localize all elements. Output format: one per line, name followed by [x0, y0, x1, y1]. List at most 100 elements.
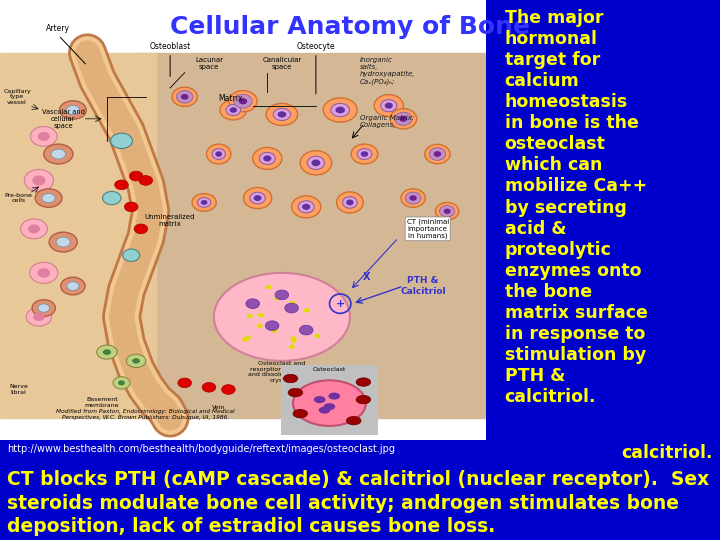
Ellipse shape [229, 91, 257, 112]
Ellipse shape [178, 378, 192, 388]
Ellipse shape [44, 144, 73, 164]
Ellipse shape [96, 345, 117, 359]
Ellipse shape [33, 313, 45, 321]
Ellipse shape [266, 285, 271, 289]
Text: Vascular and
cellular
space: Vascular and cellular space [42, 109, 85, 129]
Text: calcitriol.: calcitriol. [621, 444, 713, 462]
Ellipse shape [439, 206, 455, 217]
Ellipse shape [331, 103, 349, 117]
Ellipse shape [400, 116, 408, 122]
Ellipse shape [66, 105, 80, 114]
Ellipse shape [381, 99, 397, 112]
Ellipse shape [226, 105, 240, 116]
Text: Capillary
type
vessel: Capillary type vessel [3, 89, 31, 105]
Ellipse shape [323, 98, 357, 122]
Ellipse shape [289, 301, 296, 305]
Ellipse shape [361, 151, 368, 157]
Ellipse shape [351, 144, 378, 164]
Ellipse shape [410, 195, 417, 201]
Ellipse shape [32, 176, 45, 185]
Ellipse shape [293, 409, 307, 418]
Ellipse shape [207, 144, 231, 164]
Ellipse shape [298, 201, 314, 213]
Ellipse shape [67, 282, 79, 291]
Text: +: + [336, 299, 345, 309]
Ellipse shape [356, 378, 371, 386]
Ellipse shape [28, 225, 40, 233]
Ellipse shape [220, 100, 247, 120]
Ellipse shape [215, 151, 222, 157]
Ellipse shape [242, 338, 248, 342]
Ellipse shape [122, 249, 140, 261]
Ellipse shape [401, 189, 426, 207]
Text: Artery: Artery [46, 24, 71, 33]
Ellipse shape [436, 202, 459, 220]
Ellipse shape [30, 262, 58, 284]
Text: Inorganic
salts,
hydroxyapatite,
Caₓ(PO₄)ₕ;: Inorganic salts, hydroxyapatite, Caₓ(PO₄… [360, 57, 415, 85]
Ellipse shape [30, 126, 57, 146]
Ellipse shape [60, 277, 85, 295]
Ellipse shape [230, 107, 237, 113]
Text: Unmineralized
matrix: Unmineralized matrix [145, 213, 195, 227]
Ellipse shape [181, 94, 189, 100]
Ellipse shape [258, 313, 264, 318]
Ellipse shape [125, 202, 138, 212]
Ellipse shape [277, 111, 287, 118]
Ellipse shape [243, 187, 271, 208]
Ellipse shape [289, 345, 294, 349]
Ellipse shape [214, 273, 350, 361]
Ellipse shape [395, 112, 412, 125]
Ellipse shape [275, 290, 289, 300]
Ellipse shape [51, 149, 66, 159]
Ellipse shape [314, 396, 325, 403]
Ellipse shape [132, 358, 140, 363]
Ellipse shape [38, 304, 50, 312]
Ellipse shape [37, 268, 50, 278]
Text: Basement
membrane: Basement membrane [85, 397, 120, 408]
Ellipse shape [302, 204, 310, 210]
Text: Nerve
libral: Nerve libral [9, 384, 28, 395]
Ellipse shape [356, 395, 371, 404]
Ellipse shape [118, 380, 125, 386]
Ellipse shape [433, 151, 441, 157]
Ellipse shape [307, 156, 325, 170]
Ellipse shape [49, 232, 77, 252]
Text: Pre-bone
cells: Pre-bone cells [4, 193, 32, 204]
Ellipse shape [42, 193, 55, 202]
Ellipse shape [35, 189, 62, 207]
Ellipse shape [357, 148, 372, 159]
Ellipse shape [56, 237, 71, 247]
Bar [136, 53, 486, 418]
Text: The major
hormonal
target for
calcium
homeostasis
in bone is the
osteoclast
whic: The major hormonal target for calcium ho… [505, 9, 647, 406]
Ellipse shape [32, 300, 55, 316]
Ellipse shape [429, 148, 446, 160]
Text: CT blocks PTH (cAMP cascade) & calcitriol (nuclear receptor).  Sex
steroids modu: CT blocks PTH (cAMP cascade) & calcitrio… [7, 470, 709, 536]
Ellipse shape [197, 198, 211, 207]
Ellipse shape [201, 200, 207, 205]
Text: Osteoclast: Osteoclast [312, 367, 346, 372]
Ellipse shape [134, 224, 148, 234]
Ellipse shape [390, 109, 417, 129]
Ellipse shape [139, 176, 153, 185]
Ellipse shape [283, 374, 298, 383]
Ellipse shape [274, 296, 280, 300]
Ellipse shape [37, 132, 50, 141]
Ellipse shape [300, 325, 313, 335]
Text: Organic Matrix:
Collagens,: Organic Matrix: Collagens, [360, 114, 414, 127]
Text: Osteoclast and
resorption of matrix
and dissolution of HA
crystals: Osteoclast and resorption of matrix and … [248, 361, 315, 383]
Ellipse shape [312, 159, 320, 166]
Ellipse shape [285, 303, 298, 313]
Ellipse shape [114, 180, 128, 190]
Ellipse shape [346, 416, 361, 425]
Ellipse shape [172, 87, 197, 106]
Ellipse shape [315, 334, 320, 338]
Text: Matrix: Matrix [218, 94, 243, 104]
Ellipse shape [323, 403, 336, 410]
Text: Lacunar
space: Lacunar space [195, 57, 223, 70]
Ellipse shape [257, 323, 263, 328]
Text: PTH &
Calcitriol: PTH & Calcitriol [400, 276, 446, 296]
Ellipse shape [247, 314, 253, 318]
Ellipse shape [346, 199, 354, 205]
Text: X: X [363, 272, 371, 282]
Text: Osteocyte: Osteocyte [297, 42, 336, 51]
